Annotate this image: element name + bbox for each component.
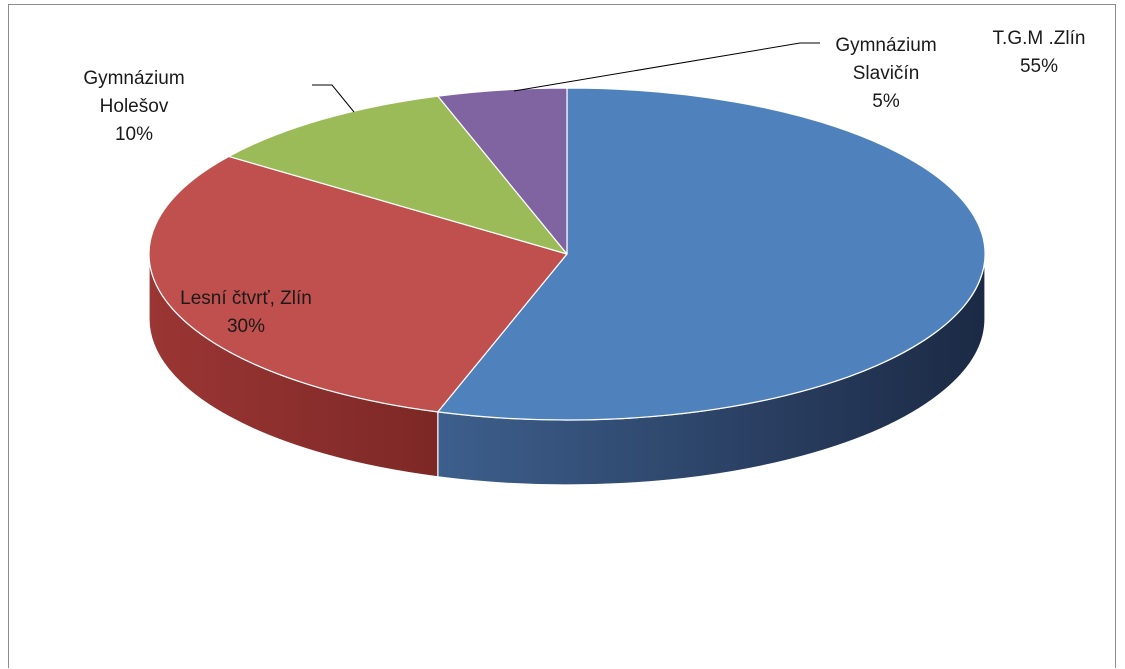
data-label-4-line-2: Slavičín xyxy=(853,63,920,84)
data-label-1-line-1: T.G.M .Zlín xyxy=(993,28,1086,49)
leader-line-slavicin xyxy=(513,42,820,92)
data-label-2-line-2: 30% xyxy=(227,316,265,337)
pie-slice-3 xyxy=(228,95,568,255)
data-label-2-line-1: Lesní čtvrť, Zlín xyxy=(180,288,312,309)
pie-slice-4 xyxy=(437,87,568,255)
data-label-3-line-3: 10% xyxy=(115,124,153,145)
data-label-4-line-1: Gymnázium xyxy=(835,35,936,56)
data-label-3-line-2: Holešov xyxy=(100,96,169,117)
data-label-4-line-3: 5% xyxy=(872,91,900,112)
chart-frame xyxy=(8,4,1116,668)
data-label-1: T.G.M .Zlín 55% xyxy=(993,28,1086,77)
pie-slice-2 xyxy=(148,155,568,413)
data-label-1-line-2: 55% xyxy=(1020,56,1058,77)
leader-line-holesov xyxy=(312,84,355,113)
data-label-4: Gymnázium Slavičín 5% xyxy=(835,35,936,112)
data-label-3-line-1: Gymnázium xyxy=(83,68,184,89)
pie-slice-1 xyxy=(437,87,986,421)
data-label-2: Lesní čtvrť, Zlín 30% xyxy=(180,288,312,337)
data-label-3: Gymnázium Holešov 10% xyxy=(83,68,184,145)
